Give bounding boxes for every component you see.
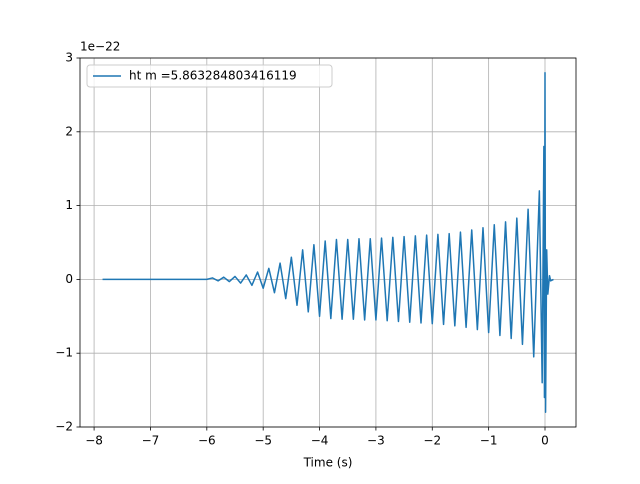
x-tick-label: −4 [311, 434, 329, 448]
y-tick-label: 2 [65, 124, 73, 138]
x-tick-label: −2 [423, 434, 441, 448]
x-tick-label: −7 [142, 434, 160, 448]
y-tick-label: −1 [55, 346, 73, 360]
x-tick-label: −3 [367, 434, 385, 448]
x-tick-label: 0 [541, 434, 549, 448]
y-tick-label: 1 [65, 198, 73, 212]
axes-frame [79, 57, 577, 428]
data-line [102, 72, 554, 413]
x-tick-label: −8 [85, 434, 103, 448]
legend-label: ht m =5.863284803416119 [129, 69, 297, 83]
x-tick-label: −5 [254, 434, 272, 448]
y-tick-label: 3 [65, 51, 73, 65]
y-tick-label: 0 [65, 272, 73, 286]
legend-box [86, 64, 333, 88]
offset-text: 1e−22 [80, 40, 120, 54]
legend: ht m =5.863284803416119 [86, 64, 333, 88]
x-axis-label: Time (s) [303, 456, 353, 470]
x-tick-label: −1 [480, 434, 498, 448]
y-tick-label: −2 [55, 420, 73, 434]
x-tick-label: −6 [198, 434, 216, 448]
